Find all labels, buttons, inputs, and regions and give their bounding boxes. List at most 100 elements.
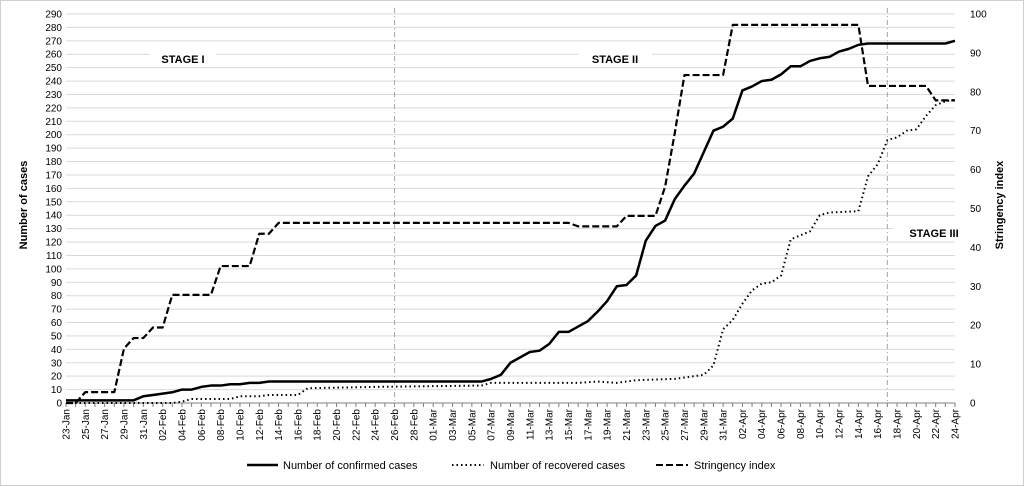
y-tick-label: 50	[51, 331, 63, 342]
y2-tick-label: 100	[970, 10, 987, 21]
y-tick-label: 130	[45, 224, 62, 235]
series-line-stringency	[66, 23, 955, 405]
y2-axis-title: Stringency index	[994, 160, 1006, 250]
y-tick-label: 190	[45, 144, 62, 155]
y-tick-label: 20	[51, 372, 63, 383]
x-tick-label: 10-Feb	[235, 409, 246, 441]
y-axis-title: Number of cases	[18, 161, 30, 250]
x-tick-label: 12-Feb	[255, 409, 266, 441]
y2-tick-label: 70	[970, 126, 982, 137]
y2-tick-label: 20	[970, 321, 982, 332]
y-tick-label: 10	[51, 385, 63, 396]
y-tick-label: 210	[45, 117, 62, 128]
x-tick-label: 06-Apr	[777, 408, 788, 439]
x-tick-label: 17-Mar	[583, 408, 594, 440]
y-tick-label: 230	[45, 90, 62, 101]
x-tick-label: 26-Feb	[390, 409, 401, 441]
y-tick-label: 150	[45, 197, 62, 208]
stage-label: STAGE II	[592, 54, 638, 66]
x-tick-label: 15-Mar	[564, 408, 575, 440]
legend-label-recovered: Number of recovered cases	[490, 460, 626, 472]
x-tick-label: 10-Apr	[815, 408, 826, 439]
stage-labels: STAGE I STAGE II STAGE III	[149, 52, 975, 241]
y2-tick-label: 80	[970, 87, 982, 98]
x-tick-label: 23-Jan	[62, 409, 73, 440]
x-tick-label: 07-Mar	[487, 408, 498, 440]
y2-tick-label: 90	[970, 48, 982, 59]
y-tick-label: 170	[45, 170, 62, 181]
x-tick-label: 24-Apr	[951, 408, 962, 439]
x-tick-label: 02-Apr	[738, 408, 749, 439]
y-tick-label: 200	[45, 130, 62, 141]
x-tick-label: 04-Feb	[177, 409, 188, 441]
y-tick-label: 40	[51, 345, 63, 356]
x-tick-label: 19-Mar	[603, 408, 614, 440]
x-tick-label: 21-Mar	[622, 408, 633, 440]
y-tick-label: 270	[45, 36, 62, 47]
y-tick-label: 240	[45, 77, 62, 88]
y2-tick-label: 40	[970, 243, 982, 254]
y-tick-label: 30	[51, 358, 63, 369]
legend-label-confirmed: Number of confirmed cases	[283, 460, 418, 472]
x-tick-label: 22-Feb	[351, 409, 362, 441]
x-tick-label: 20-Feb	[332, 409, 343, 441]
y-tick-label: 140	[45, 211, 62, 222]
x-tick-label: 20-Apr	[912, 408, 923, 439]
x-tick-label: 02-Feb	[158, 409, 169, 441]
y-tick-label: 260	[45, 50, 62, 61]
y-tick-label: 160	[45, 184, 62, 195]
x-tick-label: 14-Apr	[854, 408, 865, 439]
y-tick-label: 280	[45, 23, 62, 34]
y-tick-label: 80	[51, 291, 63, 302]
x-tick-label: 27-Mar	[680, 408, 691, 440]
y2-tick-label: 10	[970, 360, 982, 371]
y-tick-label: 60	[51, 318, 63, 329]
y2-tick-label: 50	[970, 204, 982, 215]
x-tick-label: 31-Jan	[139, 409, 150, 440]
x-tick-label: 16-Feb	[293, 409, 304, 441]
axes	[65, 402, 956, 407]
x-tick-label: 04-Apr	[757, 408, 768, 439]
y-tick-label: 220	[45, 103, 62, 114]
y-tick-label: 120	[45, 238, 62, 249]
legend-label-stringency: Stringency index	[694, 460, 776, 472]
x-tick-label: 18-Apr	[893, 408, 904, 439]
y-tick-label: 70	[51, 305, 63, 316]
x-tick-label: 25-Mar	[661, 408, 672, 440]
x-tick-label: 31-Mar	[719, 408, 730, 440]
x-tick-label: 05-Mar	[467, 408, 478, 440]
x-tick-label: 28-Feb	[409, 409, 420, 441]
x-tick-label: 13-Mar	[545, 408, 556, 440]
x-tick-label: 23-Mar	[641, 408, 652, 440]
x-tick-label: 11-Mar	[525, 408, 536, 440]
series-line-recovered	[66, 98, 956, 404]
y-tick-label: 0	[56, 399, 62, 410]
x-tick-label: 29-Jan	[119, 409, 130, 440]
x-tick-label: 06-Feb	[197, 409, 208, 441]
y-tick-label: 100	[45, 264, 62, 275]
x-tick-label: 27-Jan	[100, 409, 111, 440]
stage-label-bg	[578, 52, 652, 67]
y2-tick-label: 0	[970, 399, 976, 410]
x-tick-label: 14-Feb	[274, 409, 285, 441]
y-tick-label: 110	[46, 251, 62, 262]
series-lines	[66, 23, 956, 405]
x-tick-label: 22-Apr	[931, 408, 942, 439]
x-tick-label: 18-Feb	[313, 409, 324, 441]
stage-label-bg	[893, 226, 975, 241]
tick-labels: 0102030405060708090100110120130140150160…	[45, 10, 987, 441]
stage-label: STAGE I	[161, 54, 204, 66]
legend: Number of confirmed cases Number of reco…	[247, 460, 776, 472]
stage-label-bg	[149, 52, 217, 67]
x-tick-label: 01-Mar	[429, 408, 440, 440]
y-tick-label: 290	[45, 10, 62, 21]
x-tick-label: 08-Feb	[216, 409, 227, 441]
series-line-confirmed	[66, 39, 956, 402]
stage-label: STAGE III	[909, 228, 958, 240]
x-tick-label: 12-Apr	[835, 408, 846, 439]
y-tick-label: 180	[45, 157, 62, 168]
x-tick-label: 08-Apr	[796, 408, 807, 439]
x-tick-label: 16-Apr	[873, 408, 884, 439]
y-tick-label: 90	[51, 278, 63, 289]
